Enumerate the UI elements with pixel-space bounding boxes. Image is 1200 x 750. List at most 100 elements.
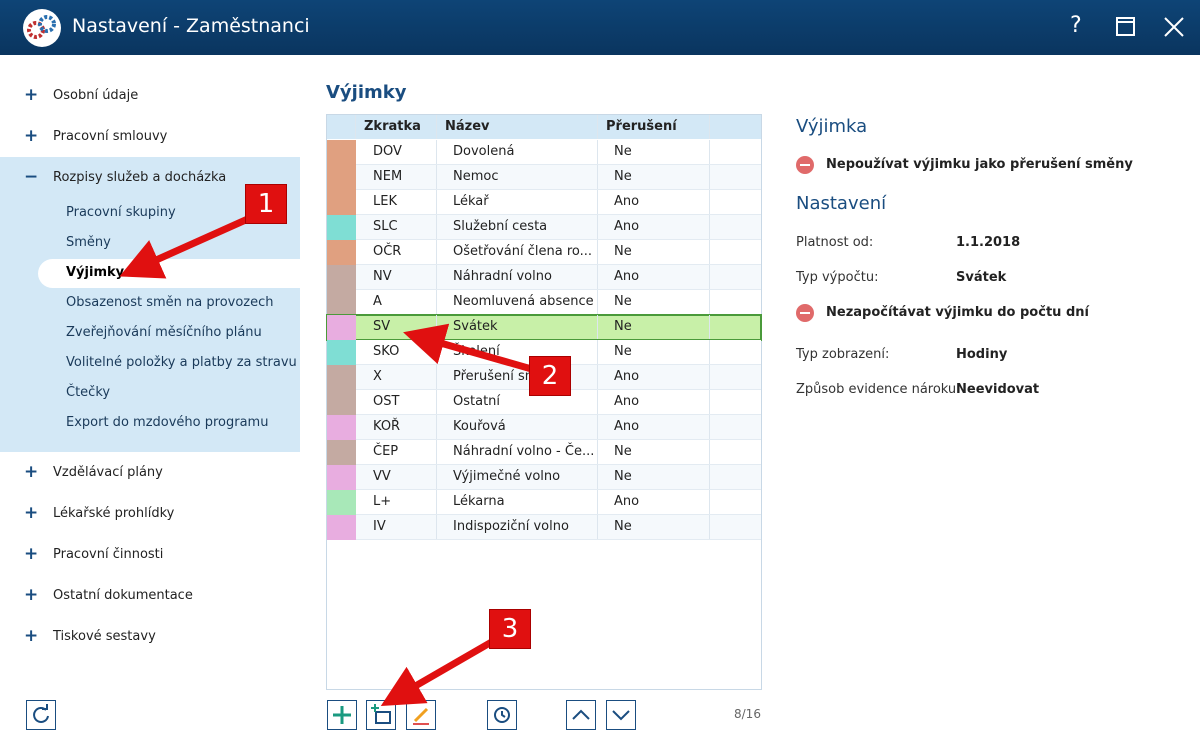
interrupt-cell[interactable]: Ne [598, 290, 710, 314]
name-cell[interactable]: Náhradní volno - Če... [437, 440, 598, 464]
code-cell[interactable]: NEM [356, 165, 437, 189]
nav-label[interactable]: Pracovní činnosti [53, 547, 164, 562]
interrupt-cell[interactable]: Ne [598, 515, 710, 539]
table-row[interactable]: ČEP Náhradní volno - Če... Ne [327, 440, 761, 465]
interrupt-cell[interactable]: Ano [598, 365, 710, 389]
name-cell[interactable]: Lékař [437, 190, 598, 214]
nav-label[interactable]: Pracovní smlouvy [53, 129, 168, 144]
interrupt-cell[interactable]: Ano [598, 415, 710, 439]
add-calendar-button[interactable] [366, 700, 396, 730]
close-button[interactable] [1163, 16, 1185, 38]
column-header[interactable]: Přerušení [606, 115, 710, 139]
name-cell[interactable]: Indispoziční volno [437, 515, 598, 539]
interrupt-cell[interactable]: Ano [598, 215, 710, 239]
nav-child[interactable]: Zveřejňování měsíčního plánu [66, 325, 262, 340]
history-button[interactable] [487, 700, 517, 730]
remove-icon[interactable] [796, 304, 814, 322]
code-cell[interactable]: A [356, 290, 437, 314]
table-row[interactable]: NV Náhradní volno Ano [327, 265, 761, 290]
nav-child[interactable]: Výjimky [66, 265, 125, 280]
nav-child[interactable]: Pracovní skupiny [66, 205, 176, 220]
table-row[interactable]: NEM Nemoc Ne [327, 165, 761, 190]
name-cell[interactable]: Ošetřování člena ro... [437, 240, 598, 264]
name-cell[interactable]: Služební cesta [437, 215, 598, 239]
remove-icon[interactable] [796, 156, 814, 174]
name-cell[interactable]: Náhradní volno [437, 265, 598, 289]
interrupt-cell[interactable]: Ano [598, 265, 710, 289]
table-row[interactable]: DOV Dovolená Ne [327, 140, 761, 165]
nav-item[interactable]: + Tiskové sestavy [0, 616, 300, 657]
table-row[interactable]: L+ Lékarna Ano [327, 490, 761, 515]
table-row[interactable]: OČR Ošetřování člena ro... Ne [327, 240, 761, 265]
table-row[interactable]: KOŘ Kouřová Ano [327, 415, 761, 440]
column-header[interactable]: Název [445, 115, 598, 139]
maximize-button[interactable] [1115, 16, 1137, 38]
table-row[interactable]: A Neomluvená absence Ne [327, 290, 761, 315]
code-cell[interactable]: ČEP [356, 440, 437, 464]
code-cell[interactable]: OČR [356, 240, 437, 264]
nav-toggle[interactable]: + [24, 126, 39, 146]
name-cell[interactable]: Dovolená [437, 140, 598, 164]
name-cell[interactable]: Přerušení směny [437, 365, 598, 389]
name-cell[interactable]: Školení [437, 340, 598, 364]
nav-toggle[interactable]: + [24, 626, 39, 646]
nav-child[interactable]: Export do mzdového programu [66, 415, 269, 430]
nav-label[interactable]: Osobní údaje [53, 88, 139, 103]
edit-button[interactable] [406, 700, 436, 730]
code-cell[interactable]: DOV [356, 140, 437, 164]
refresh-button[interactable] [26, 700, 56, 730]
nav-item[interactable]: + Lékařské prohlídky [0, 493, 300, 534]
code-cell[interactable]: NV [356, 265, 437, 289]
nav-label[interactable]: Rozpisy služeb a docházka [53, 170, 227, 185]
interrupt-cell[interactable]: Ne [598, 440, 710, 464]
interrupt-cell[interactable]: Ne [598, 240, 710, 264]
name-cell[interactable]: Kouřová [437, 415, 598, 439]
nav-item[interactable]: + Osobní údaje [0, 75, 300, 116]
nav-item[interactable]: − Rozpisy služeb a docházka Pracovní skupi… [0, 157, 300, 452]
interrupt-cell[interactable]: Ano [598, 390, 710, 414]
code-cell[interactable]: SV [356, 315, 437, 339]
table-row[interactable]: SV Svátek Ne [326, 314, 762, 341]
interrupt-cell[interactable]: Ano [598, 490, 710, 514]
name-cell[interactable]: Lékarna [437, 490, 598, 514]
nav-toggle[interactable]: + [24, 85, 39, 105]
interrupt-cell[interactable]: Ne [598, 165, 710, 189]
move-up-button[interactable] [566, 700, 596, 730]
interrupt-cell[interactable]: Ne [598, 340, 710, 364]
table-row[interactable]: VV Výjimečné volno Ne [327, 465, 761, 490]
nav-label[interactable]: Lékařské prohlídky [53, 506, 175, 521]
nav-child[interactable]: Směny [66, 235, 111, 250]
nav-label[interactable]: Vzdělávací plány [53, 465, 163, 480]
column-header[interactable]: Zkratka [364, 115, 437, 139]
code-cell[interactable]: KOŘ [356, 415, 437, 439]
nav-item[interactable]: + Ostatní dokumentace [0, 575, 300, 616]
name-cell[interactable]: Svátek [437, 315, 598, 339]
nav-label[interactable]: Tiskové sestavy [53, 629, 156, 644]
code-cell[interactable]: SLC [356, 215, 437, 239]
code-cell[interactable]: OST [356, 390, 437, 414]
interrupt-cell[interactable]: Ne [598, 140, 710, 164]
nav-toggle[interactable]: + [24, 585, 39, 605]
nav-child[interactable]: Volitelné položky a platby za stravu [66, 355, 297, 370]
code-cell[interactable]: LEK [356, 190, 437, 214]
move-down-button[interactable] [606, 700, 636, 730]
interrupt-cell[interactable]: Ne [598, 315, 710, 339]
name-cell[interactable]: Nemoc [437, 165, 598, 189]
nav-toggle[interactable]: + [24, 544, 39, 564]
table-row[interactable]: IV Indispoziční volno Ne [327, 515, 761, 540]
nav-toggle[interactable]: − [24, 167, 39, 187]
name-cell[interactable]: Neomluvená absence [437, 290, 598, 314]
nav-child[interactable]: Obsazenost směn na provozech [66, 295, 274, 310]
add-button[interactable] [327, 700, 357, 730]
table-row[interactable]: LEK Lékař Ano [327, 190, 761, 215]
nav-item[interactable]: + Pracovní smlouvy [0, 116, 300, 157]
code-cell[interactable]: L+ [356, 490, 437, 514]
code-cell[interactable]: VV [356, 465, 437, 489]
code-cell[interactable]: SKO [356, 340, 437, 364]
name-cell[interactable]: Výjimečné volno [437, 465, 598, 489]
table-row[interactable]: SLC Služební cesta Ano [327, 215, 761, 240]
nav-child[interactable]: Čtečky [66, 385, 111, 400]
nav-item[interactable]: + Vzdělávací plány [0, 452, 300, 493]
interrupt-cell[interactable]: Ano [598, 190, 710, 214]
code-cell[interactable]: IV [356, 515, 437, 539]
